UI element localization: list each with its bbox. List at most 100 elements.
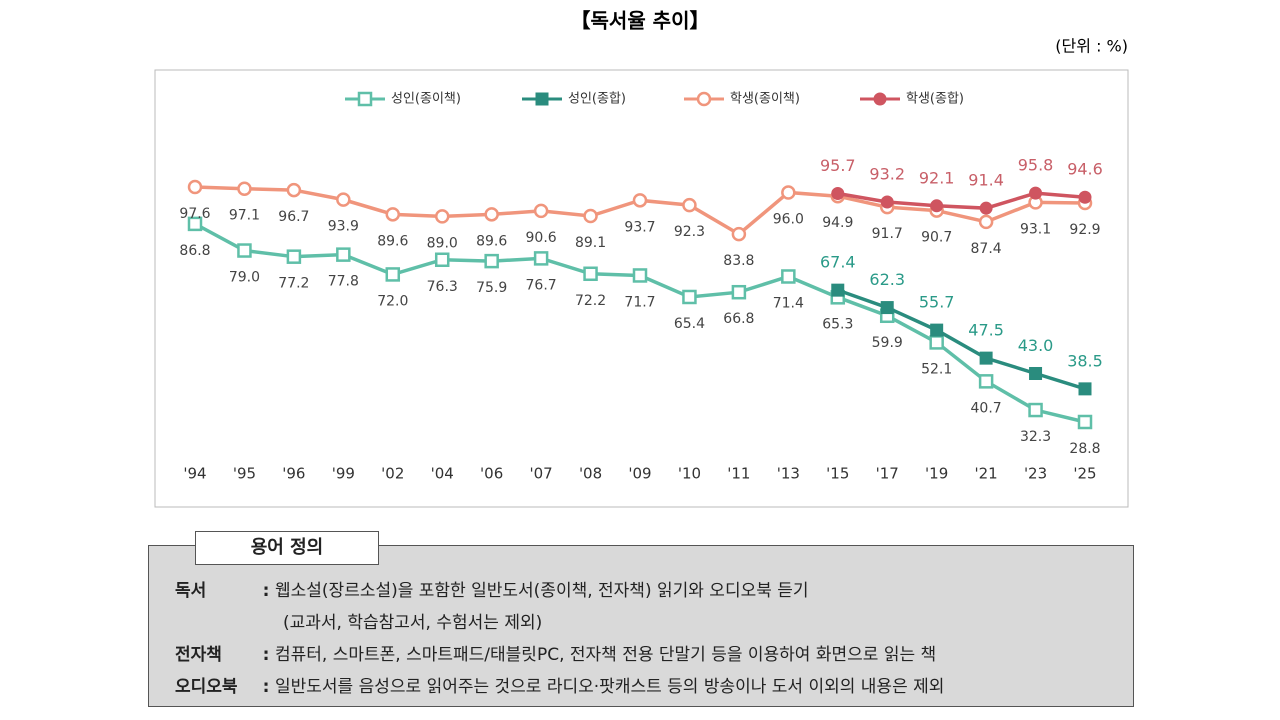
data-label: 75.9 [476, 280, 507, 296]
data-point [731, 226, 747, 242]
data-point [682, 289, 697, 305]
unit-label: (단위 : %) [1055, 37, 1128, 56]
data-label: 67.4 [820, 253, 856, 272]
data-label: 65.4 [674, 316, 705, 332]
legend-label: 학생(종이책) [730, 92, 800, 107]
data-point [583, 266, 598, 282]
data-label: 59.9 [872, 335, 903, 351]
data-point [286, 249, 302, 264]
data-label: 97.6 [179, 206, 210, 222]
data-point [781, 185, 796, 200]
x-tick-label: '17 [876, 465, 899, 483]
data-label: 38.5 [1067, 351, 1103, 370]
data-point [930, 323, 944, 337]
x-tick-label: '02 [381, 465, 404, 483]
data-point [930, 199, 944, 213]
definitions-title: 용어 정의 [195, 531, 379, 565]
x-tick-label: '08 [579, 465, 602, 483]
legend-marker [696, 91, 712, 107]
data-point [336, 192, 351, 207]
data-label: 87.4 [971, 241, 1002, 257]
legend-label: 성인(종합) [568, 92, 626, 107]
x-tick-label: '11 [727, 465, 750, 483]
x-tick-label: '04 [431, 465, 454, 483]
data-point [336, 247, 351, 262]
definitions-box: 독서: 웹소설(장르소설)을 포함한 일반도서(종이책, 전자책) 읽기와 오디오… [148, 545, 1134, 707]
legend-marker [357, 91, 373, 107]
data-label: 32.3 [1020, 429, 1051, 445]
data-point [187, 216, 203, 232]
data-label: 96.7 [278, 209, 309, 225]
data-label: 71.4 [773, 295, 804, 311]
term: 전자책 [175, 645, 222, 665]
data-point [484, 207, 499, 222]
data-label: 93.7 [624, 219, 655, 235]
data-label: 62.3 [869, 270, 905, 289]
x-tick-label: '09 [628, 465, 651, 483]
data-label: 47.5 [968, 321, 1004, 340]
data-point [434, 209, 450, 224]
description: 일반도서를 음성으로 읽어주는 것으로 라디오·팟캐스트 등의 방송이나 도서 … [275, 677, 945, 697]
data-point [1078, 190, 1092, 204]
data-label: 86.8 [179, 243, 210, 259]
description: 컴퓨터, 스마트폰, 스마트패드/태블릿PC, 전자책 전용 단말기 등을 이용… [275, 645, 937, 665]
data-point [880, 195, 894, 209]
data-point [979, 351, 993, 365]
series-line [837, 288, 1086, 391]
x-tick-label: '13 [777, 465, 800, 483]
description: 웹소설(장르소설)을 포함한 일반도서(종이책, 전자책) 읽기와 오디오북 듣… [275, 581, 809, 601]
x-tick-label: '23 [1024, 465, 1047, 483]
data-label: 91.7 [872, 226, 903, 242]
data-label: 94.6 [1067, 160, 1103, 179]
separator: : [262, 645, 270, 665]
data-label: 72.0 [377, 293, 408, 309]
term: 독서 [175, 581, 207, 601]
data-label: 94.9 [822, 215, 853, 231]
x-tick-label: '07 [530, 465, 553, 483]
data-label: 93.1 [1020, 221, 1051, 237]
x-tick-label: '10 [678, 465, 701, 483]
chart: 【독서율 추이】 (단위 : %) '94 '95 '96 '99 '02 '04 '06 '… [154, 9, 1129, 508]
data-point [385, 267, 401, 282]
data-label: 95.7 [820, 156, 856, 175]
data-label: 52.1 [921, 361, 952, 377]
definition-row: 독서: 웹소설(장르소설)을 포함한 일반도서(종이책, 전자책) 읽기와 오디오… [175, 576, 809, 601]
legend-label: 성인(종이책) [391, 92, 461, 107]
data-label: 91.4 [968, 171, 1004, 190]
data-label: 92.3 [674, 224, 705, 240]
data-label: 79.0 [229, 270, 260, 286]
data-point [1077, 414, 1093, 430]
data-label: 43.0 [1018, 336, 1054, 355]
data-point [831, 186, 845, 200]
data-point [880, 301, 894, 315]
data-label: 93.9 [328, 219, 359, 235]
data-label: 92.9 [1069, 222, 1100, 238]
legend-marker [873, 92, 887, 106]
data-point [682, 197, 697, 213]
definition-note: (교과서, 학습참고서, 수험서는 제외) [283, 613, 543, 633]
data-label: 76.7 [526, 277, 557, 293]
x-tick-label: '25 [1073, 465, 1096, 483]
data-label: 90.7 [921, 230, 952, 246]
data-label: 77.2 [278, 276, 309, 292]
data-label: 97.1 [229, 208, 260, 224]
data-point [533, 251, 549, 266]
data-point [978, 214, 994, 230]
data-label: 89.6 [377, 233, 408, 249]
data-label: 90.6 [526, 230, 557, 246]
data-label: 93.2 [869, 165, 905, 184]
data-label: 95.8 [1018, 156, 1054, 175]
data-point [929, 335, 944, 350]
data-label: 77.8 [328, 274, 359, 290]
data-point [385, 207, 401, 222]
plot-frame [154, 69, 1129, 508]
data-point [781, 269, 796, 284]
legend-marker [535, 92, 549, 106]
data-label: 66.8 [723, 311, 754, 327]
data-point [237, 243, 252, 258]
data-point [1029, 366, 1043, 380]
x-tick-label: '19 [925, 465, 948, 483]
x-tick-label: '96 [282, 465, 305, 483]
data-point [632, 193, 648, 208]
